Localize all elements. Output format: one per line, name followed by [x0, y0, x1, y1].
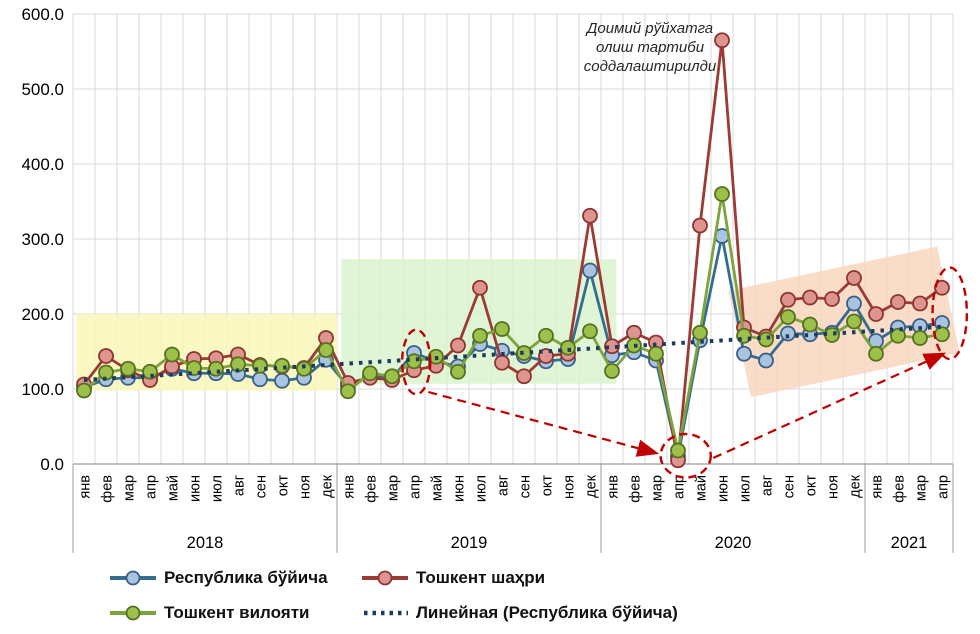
svg-text:авг: авг [232, 475, 248, 496]
legend-marker-dotted-icon [364, 610, 408, 616]
svg-text:авг: авг [760, 475, 776, 496]
svg-text:фев: фев [628, 475, 644, 503]
svg-text:600.0: 600.0 [21, 5, 64, 24]
svg-text:янв: янв [870, 475, 886, 499]
legend-label: Тошкент вилояти [164, 603, 310, 622]
circle-apr-2019 [400, 328, 432, 396]
legend-label: Тошкент шаҳри [416, 568, 546, 587]
legend-marker-line-icon [362, 570, 408, 586]
svg-text:апр: апр [672, 475, 688, 499]
svg-text:мар: мар [386, 475, 402, 501]
svg-text:дек: дек [320, 474, 336, 498]
trendline [83, 324, 943, 382]
svg-text:июл: июл [474, 475, 490, 502]
svg-text:июн: июн [452, 475, 468, 502]
arrow-2020-to-2021 [712, 352, 947, 460]
svg-text:ноя: ноя [562, 475, 578, 499]
svg-text:мар: мар [122, 475, 138, 501]
svg-text:фев: фев [364, 475, 380, 503]
svg-text:окт: окт [540, 475, 556, 497]
svg-text:май: май [694, 475, 710, 501]
legend-item-tashkent-region: Тошкент вилояти [110, 603, 309, 623]
svg-text:июн: июн [716, 475, 732, 502]
svg-text:янв: янв [342, 475, 358, 499]
svg-text:Доимий рўйхатга: Доимий рўйхатга [585, 20, 713, 37]
circle-apr-2021 [931, 266, 969, 361]
svg-text:сен: сен [782, 475, 798, 498]
svg-text:0.0: 0.0 [40, 455, 64, 474]
svg-text:окт: окт [276, 475, 292, 497]
svg-text:олиш тартиби: олиш тартиби [596, 39, 705, 56]
svg-text:сен: сен [254, 475, 270, 498]
svg-text:фев: фев [892, 475, 908, 503]
svg-text:июн: июн [188, 475, 204, 502]
svg-text:300.0: 300.0 [21, 230, 64, 249]
svg-text:апр: апр [408, 475, 424, 499]
annotation: Доимий рўйхатга олиш тартиби соддалаштирил… [584, 20, 717, 75]
svg-text:дек: дек [848, 474, 864, 498]
svg-text:2018: 2018 [187, 534, 224, 552]
svg-text:100.0: 100.0 [21, 380, 64, 399]
svg-text:дек: дек [584, 474, 600, 498]
region-2020-2021 [728, 246, 960, 398]
legend-item-tashkent-city: Тошкент шаҳри [362, 568, 545, 588]
svg-text:июл: июл [738, 475, 754, 502]
legend-label: Республика бўйича [164, 568, 328, 587]
svg-text:2021: 2021 [891, 534, 928, 552]
svg-text:200.0: 200.0 [21, 305, 64, 324]
series-2 [76, 186, 950, 459]
svg-text:сен: сен [518, 475, 534, 498]
svg-text:2019: 2019 [451, 534, 488, 552]
svg-text:соддалаштирилди: соддалаштирилди [584, 58, 717, 75]
svg-text:авг: авг [496, 475, 512, 496]
circle-apr-2020 [659, 432, 712, 479]
svg-text:май: май [430, 475, 446, 501]
gridlines [72, 13, 954, 465]
region-2019 [341, 259, 617, 384]
svg-text:мар: мар [914, 475, 930, 501]
arrow-2019-to-2020 [428, 390, 660, 457]
svg-text:ноя: ноя [298, 475, 314, 499]
svg-text:фев: фев [100, 475, 116, 503]
svg-text:апр: апр [936, 475, 952, 499]
svg-text:янв: янв [78, 475, 94, 499]
svg-text:500.0: 500.0 [21, 80, 64, 99]
callouts [400, 266, 969, 479]
legend-label: Линейная (Республика бўйича) [416, 603, 678, 622]
svg-text:июл: июл [210, 475, 226, 502]
svg-text:май: май [166, 475, 182, 501]
svg-text:400.0: 400.0 [21, 155, 64, 174]
legend-marker-line-icon [110, 570, 156, 586]
svg-text:окт: окт [804, 475, 820, 497]
svg-text:ноя: ноя [826, 475, 842, 499]
svg-text:мар: мар [650, 475, 666, 501]
legend-marker-line-icon [110, 605, 156, 621]
svg-text:2020: 2020 [715, 534, 752, 552]
legend-item-republic: Республика бўйича [110, 568, 328, 588]
svg-text:апр: апр [144, 475, 160, 499]
svg-text:янв: янв [606, 475, 622, 499]
legend-item-trendline: Линейная (Республика бўйича) [362, 603, 678, 623]
